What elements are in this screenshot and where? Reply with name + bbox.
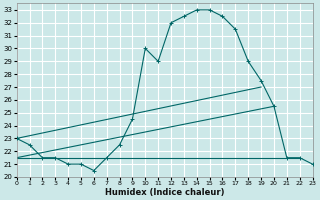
X-axis label: Humidex (Indice chaleur): Humidex (Indice chaleur) bbox=[105, 188, 224, 197]
